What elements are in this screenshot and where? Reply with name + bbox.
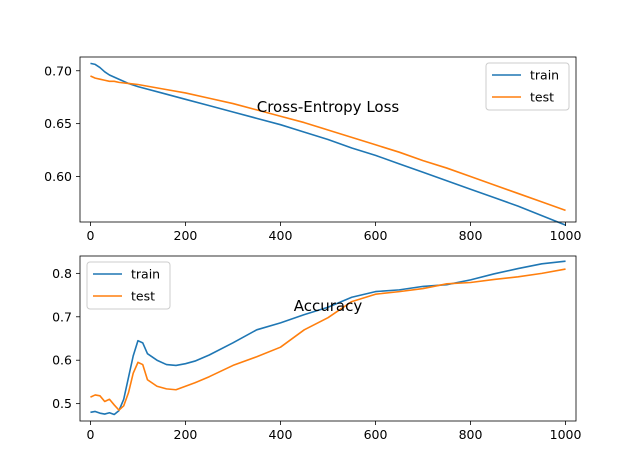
loss-y-ticks: 0.60 0.65 0.70	[44, 63, 80, 184]
loss-y-tick-label: 0.60	[44, 169, 72, 184]
accuracy-x-tick-label: 800	[459, 427, 483, 442]
accuracy-x-tick-label: 200	[174, 427, 198, 442]
accuracy-x-tick-label: 0	[86, 427, 94, 442]
loss-x-tick-label: 400	[269, 228, 293, 243]
accuracy-series-test-line	[90, 268, 566, 411]
loss-x-ticks: 0 200 400 600 800 1000	[86, 222, 582, 243]
loss-y-tick-label: 0.65	[44, 116, 72, 131]
loss-legend-test-label: test	[530, 90, 554, 105]
loss-series-train-line	[90, 62, 566, 226]
accuracy-x-tick-label: 400	[269, 427, 293, 442]
loss-series-layer	[90, 62, 566, 226]
loss-chart-title: Cross-Entropy Loss	[257, 98, 400, 116]
accuracy-legend: train test	[86, 261, 171, 310]
accuracy-y-tick-label: 0.7	[52, 309, 72, 324]
accuracy-legend-test-label: test	[131, 289, 155, 304]
accuracy-y-tick-label: 0.6	[52, 353, 72, 368]
loss-x-tick-label: 0	[86, 228, 94, 243]
accuracy-series-layer	[90, 260, 566, 416]
loss-x-tick-label: 200	[174, 228, 198, 243]
loss-x-tick-label: 600	[364, 228, 388, 243]
loss-subplot: 0 200 400 600 800 1000 0.60 0.65 0.70 Cross-Ent…	[44, 56, 582, 243]
accuracy-x-tick-label: 1000	[550, 427, 582, 442]
loss-axes-frame	[79, 56, 577, 223]
loss-legend-train-label: train	[530, 68, 559, 83]
accuracy-y-tick-label: 0.5	[52, 396, 72, 411]
accuracy-subplot: 0 200 400 600 800 1000 0.50.60.70.8 Accuracy …	[52, 255, 582, 442]
accuracy-axes-frame	[79, 255, 577, 422]
accuracy-legend-train-label: train	[131, 267, 160, 282]
loss-legend: train test	[485, 62, 570, 111]
accuracy-chart-title: Accuracy	[294, 297, 363, 315]
loss-y-tick-label: 0.70	[44, 63, 72, 78]
loss-x-tick-label: 1000	[550, 228, 582, 243]
accuracy-y-ticks: 0.5 0.6 0.7 0.8	[52, 266, 80, 411]
loss-series-test-line	[90, 75, 566, 212]
accuracy-y-tick-label: 0.8	[52, 266, 72, 281]
accuracy-x-tick-label: 600	[364, 427, 388, 442]
loss-x-tick-label: 800	[459, 228, 483, 243]
accuracy-x-ticks: 0 200 400 600 800 1000	[86, 421, 582, 442]
